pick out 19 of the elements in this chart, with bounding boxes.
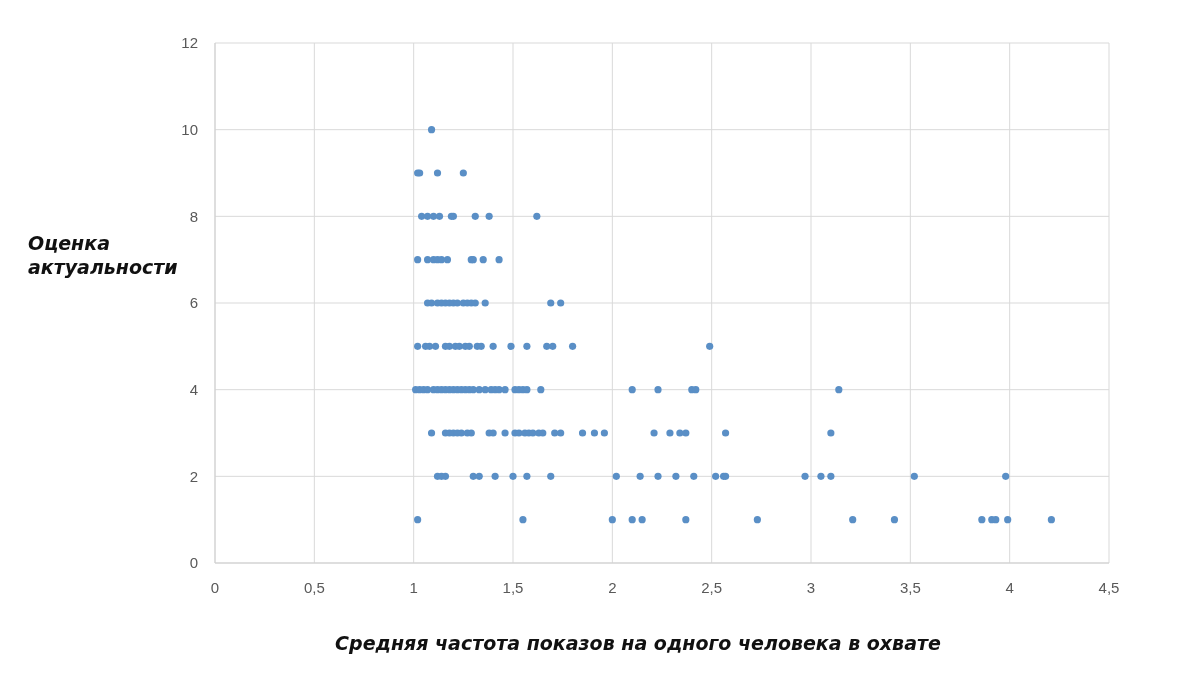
x-tick-label: 3,5 <box>899 579 921 596</box>
x-tick-label: 2 <box>608 579 617 596</box>
x-tick-label: 4 <box>1005 579 1014 596</box>
x-tick-label: 4,5 <box>1098 579 1120 596</box>
x-tick-label: 0,5 <box>303 579 325 596</box>
x-tick-label: 2,5 <box>701 579 723 596</box>
x-tick-label: 1 <box>409 579 418 596</box>
x-tick-label: 1,5 <box>502 579 524 596</box>
y-tick-label: 2 <box>189 467 198 485</box>
y-tick-label: 8 <box>189 207 198 225</box>
y-tick-label: 6 <box>189 294 198 312</box>
y-tick-label: 10 <box>181 120 198 138</box>
y-tick-label: 4 <box>189 380 198 398</box>
x-tick-label: 0 <box>210 579 220 596</box>
y-axis-title: Оценка актуальности <box>28 232 178 278</box>
y-tick-label: 0 <box>189 554 198 572</box>
x-tick-label: 3 <box>806 579 816 596</box>
y-tick-label: 12 <box>181 34 198 52</box>
x-axis-title: Средняя частота показов на одного человека в охвате <box>335 632 941 654</box>
